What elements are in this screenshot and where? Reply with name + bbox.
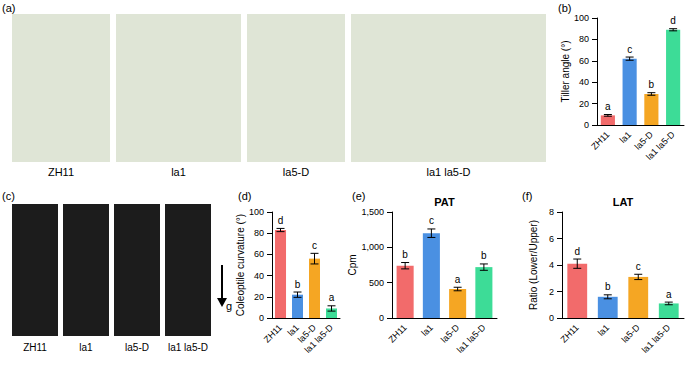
svg-text:ZH11: ZH11 [589,129,611,151]
svg-text:Coleoptile curvature (°): Coleoptile curvature (°) [235,214,246,316]
svg-text:40: 40 [254,271,264,281]
svg-text:6: 6 [549,234,554,244]
svg-text:c: c [429,215,434,226]
svg-text:c: c [627,44,632,55]
svg-text:b: b [295,279,301,290]
svg-text:500: 500 [369,278,384,288]
svg-text:(d): (d) [238,190,251,202]
svg-text:80: 80 [254,228,264,238]
svg-text:la5-D: la5-D [620,322,643,345]
svg-text:1,000: 1,000 [361,242,384,252]
svg-text:la1 la5-D: la1 la5-D [640,322,673,355]
svg-text:la5-D: la5-D [632,129,655,152]
svg-text:a: a [455,274,461,285]
svg-text:Ratio (Lower/Upper): Ratio (Lower/Upper) [528,220,539,310]
svg-text:8: 8 [549,207,554,217]
svg-text:la1: la1 [419,322,435,338]
svg-text:d: d [574,246,580,257]
svg-text:la5-D: la5-D [125,342,149,353]
svg-text:a: a [666,289,672,300]
svg-text:0: 0 [584,120,589,130]
svg-text:0: 0 [549,313,554,323]
svg-text:c: c [312,240,317,251]
svg-text:la5-D: la5-D [283,166,309,178]
svg-text:la1: la1 [79,342,93,353]
svg-text:la1: la1 [596,322,612,338]
svg-text:d: d [278,215,284,226]
svg-text:(e): (e) [352,190,365,202]
svg-text:c: c [636,261,641,272]
svg-text:a: a [329,292,335,303]
svg-text:0: 0 [379,313,384,323]
svg-text:d: d [670,15,676,26]
svg-text:g: g [226,300,232,312]
svg-text:la1: la1 [171,166,186,178]
svg-text:la1 la5-D: la1 la5-D [644,129,677,162]
svg-text:la1 la5-D: la1 la5-D [168,342,208,353]
svg-text:la1 la5-D: la1 la5-D [303,322,336,355]
svg-text:20: 20 [254,292,264,302]
svg-text:Cpm: Cpm [347,254,358,275]
svg-text:la1 la5-D: la1 la5-D [426,166,470,178]
svg-text:ZH11: ZH11 [262,322,284,344]
svg-text:(a): (a) [2,2,15,14]
svg-text:la5-D: la5-D [439,322,462,345]
svg-text:60: 60 [579,56,589,66]
svg-text:la1: la1 [618,129,634,145]
svg-text:ZH11: ZH11 [23,342,47,353]
svg-text:4: 4 [549,260,554,270]
svg-text:la1 la5-D: la1 la5-D [455,322,488,355]
svg-text:b: b [481,250,487,261]
svg-text:0: 0 [259,313,264,323]
svg-text:ZH11: ZH11 [387,322,409,344]
svg-text:80: 80 [579,34,589,44]
svg-text:la1: la1 [285,322,301,338]
svg-text:100: 100 [249,207,264,217]
svg-text:b: b [605,281,611,292]
svg-text:2: 2 [549,287,554,297]
svg-text:(b): (b) [558,2,571,14]
svg-text:b: b [402,249,408,260]
svg-text:ZH11: ZH11 [559,322,581,344]
svg-text:100: 100 [574,13,589,23]
svg-text:b: b [649,79,655,90]
svg-text:1,500: 1,500 [361,207,384,217]
svg-text:Tiller angle (°): Tiller angle (°) [560,41,571,103]
svg-text:LAT: LAT [613,196,634,208]
svg-text:(c): (c) [2,190,15,202]
svg-text:ZH11: ZH11 [48,166,74,178]
svg-text:40: 40 [579,77,589,87]
svg-text:(f): (f) [522,190,532,202]
svg-text:20: 20 [579,99,589,109]
svg-text:PAT: PAT [434,196,455,208]
svg-text:60: 60 [254,249,264,259]
svg-text:a: a [605,101,611,112]
